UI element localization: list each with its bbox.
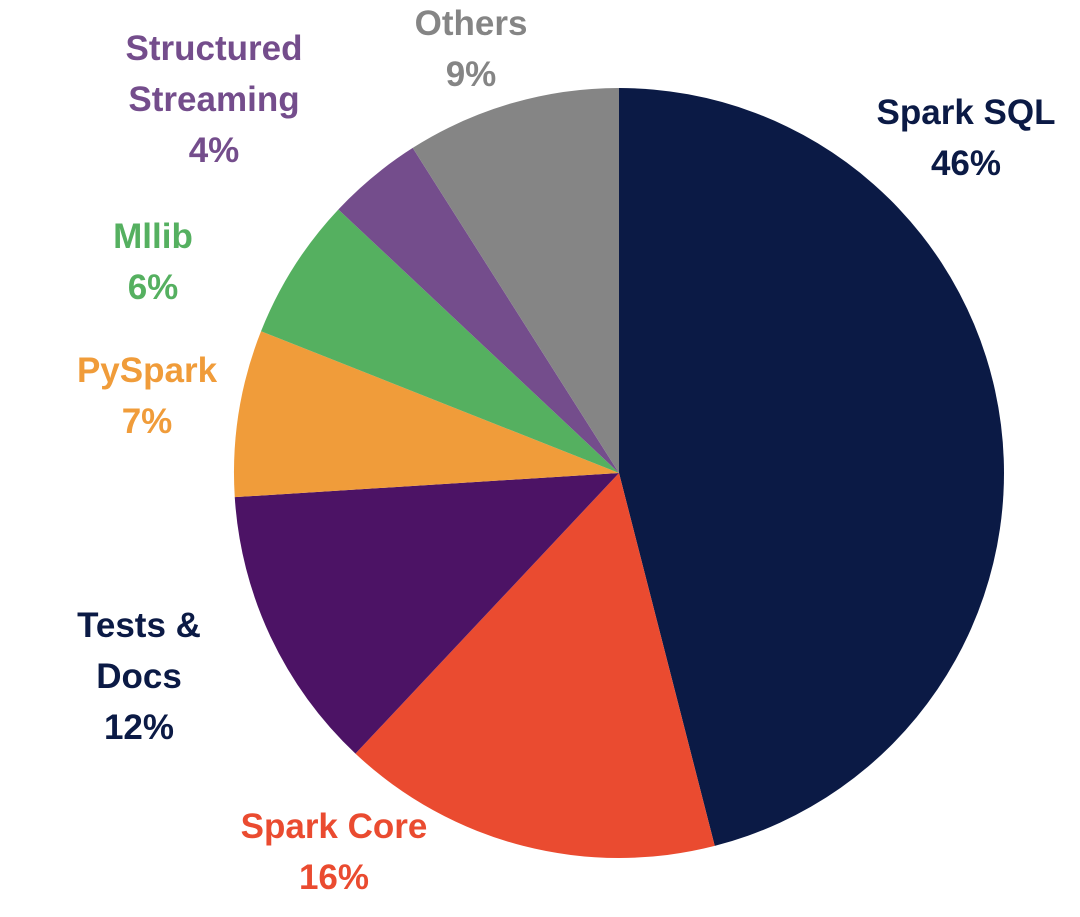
slice-label-spark-sql: Spark SQL 46% [877,93,1056,183]
pie-slices [233,88,1004,858]
pie-slice-spark-core [355,473,715,858]
slice-name-line: PySpark [77,351,218,390]
slice-name-line: Tests & [77,606,201,645]
slice-name-line: Docs [96,657,182,696]
pie-slice-tests-docs [234,473,619,754]
slice-label-pyspark: PySpark 7% [77,351,218,441]
pie-slice-mllib [261,209,619,473]
slice-value-label: 6% [128,268,179,307]
slice-value-label: 16% [299,858,369,897]
slice-value-label: 9% [446,55,497,94]
slice-name-line: Spark Core [241,807,428,846]
slice-name-line: Structured [126,29,303,68]
pie-slice-others [412,88,619,473]
slice-value-label: 12% [104,708,174,747]
slice-value-label: 46% [931,144,1001,183]
slice-name-line: Others [415,4,528,43]
slice-label-spark-core: Spark Core 16% [241,807,428,897]
slice-name-line: Mllib [113,217,193,256]
slice-value-label: 7% [122,402,173,441]
pie-slice-spark-sql [619,88,1004,846]
slice-label-structured-streaming: Structured Streaming 4% [126,29,303,170]
slice-name-line: Spark SQL [877,93,1056,132]
pie-labels: Spark SQL 46% Spark Core 16% Tests & Docs 12% P… [77,4,1056,897]
slice-label-mllib: Mllib 6% [113,217,193,307]
pie-slice-structured-streaming [338,147,619,473]
slice-value-label: 4% [189,131,240,170]
slice-label-others: Others 9% [415,4,528,94]
slice-name-line: Streaming [128,80,299,119]
slice-label-tests-docs: Tests & Docs 12% [77,606,201,747]
pie-slice-pyspark [233,331,619,498]
